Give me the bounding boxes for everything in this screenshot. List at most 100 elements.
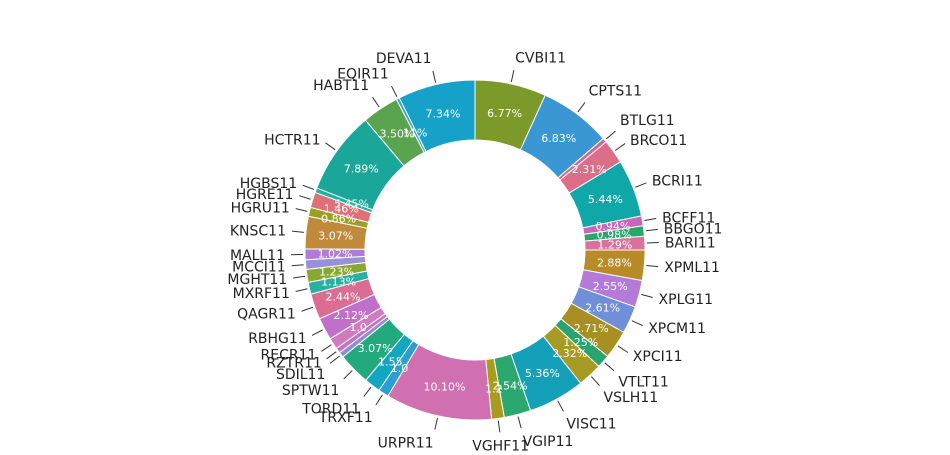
leader-line-rztr11 [326, 351, 337, 360]
percent-label-xpci11: 2.71% [574, 322, 609, 335]
leader-line-vghf11 [497, 420, 501, 433]
leader-line-vgip11 [517, 416, 522, 429]
leader-line-mxrf11 [295, 288, 308, 292]
percent-label-visc11: 5.36% [525, 367, 560, 380]
percent-label-qagr11: 2.44% [326, 291, 361, 304]
category-label-bari11: BARI11 [665, 235, 716, 251]
percent-label-vtlt11: 1.25% [563, 336, 598, 349]
leader-line-hgru11 [295, 208, 308, 212]
leader-line-hgre11 [299, 195, 311, 200]
percent-label-hgre11: 1.46% [324, 203, 359, 216]
percent-label-bari11: 1.29% [597, 238, 632, 251]
category-label-vgip11: VGIP11 [523, 434, 574, 450]
category-label-rztr11: RZTR11 [266, 355, 321, 371]
percent-label-brco11: 2.31% [572, 163, 607, 176]
category-label-deva11: DEVA11 [376, 51, 432, 67]
leader-line-cvbi11 [510, 70, 515, 82]
percent-label-vghf11: 1.2 [485, 383, 503, 396]
category-label-habt11: HABT11 [313, 78, 369, 94]
category-label-bbgo11: BBGO11 [664, 222, 723, 238]
category-label-cvbi11: CVBI11 [515, 50, 566, 66]
percent-label-xpcm11: 2.61% [585, 302, 620, 315]
slice-deva11 [398, 79, 476, 153]
leader-line-deva11 [432, 70, 437, 83]
percent-label-rbhg11: 2.12% [334, 309, 369, 322]
leader-line-xpcm11 [631, 320, 643, 327]
leader-line-habt11 [372, 96, 380, 108]
leader-line-xplg11 [641, 293, 653, 298]
percent-label-xpml11: 2.88% [597, 257, 632, 270]
category-label-rbhg11: RBHG11 [248, 331, 307, 347]
category-label-qagr11: QAGR11 [237, 306, 296, 322]
leader-line-vslh11 [591, 376, 600, 386]
leader-line-recr11 [321, 344, 332, 352]
leader-line-sdil11 [329, 355, 340, 364]
slices-group [304, 79, 646, 421]
leader-lines-group [291, 70, 659, 433]
category-label-hgre11: HGRE11 [236, 187, 294, 203]
category-label-eqir11: EQIR11 [337, 67, 389, 83]
category-label-brco11: BRCO11 [630, 133, 687, 149]
category-label-xpci11: XPCI11 [633, 349, 683, 365]
leader-line-eqir11 [391, 85, 398, 97]
leader-line-trxf11 [375, 394, 383, 406]
category-label-knsc11: KNSC11 [230, 223, 286, 239]
category-label-mcci11: MCCI11 [232, 259, 286, 275]
category-label-hgbs11: HGBS11 [240, 176, 297, 192]
category-labels-group: CVBI11 CPTS11 BTLG11 BRCO11 BCRI11 BCFF11BBGO… [227, 50, 722, 454]
leader-line-hgbs11 [302, 184, 315, 190]
category-label-mxrf11: MXRF11 [233, 286, 290, 302]
leader-line-cpts11 [577, 102, 586, 113]
leader-line-bbgo11 [645, 228, 658, 232]
leader-line-rbhg11 [311, 329, 323, 336]
percent-label-cvbi11: 6.77% [487, 107, 522, 120]
percent-label-bcff11: 0.94% [595, 220, 630, 233]
percent-label-deva11: 7.34% [425, 108, 460, 121]
percent-label-cpts11: 6.83% [541, 132, 576, 145]
category-label-xpcm11: XPCM11 [648, 321, 706, 337]
percent-label-sptw11: 3.07% [358, 342, 393, 355]
category-label-xplg11: XPLG11 [659, 292, 714, 308]
percent-label-bcri11: 5.44% [588, 193, 623, 206]
category-label-vghf11: VGHF11 [472, 438, 529, 454]
category-label-mght11: MGHT11 [227, 272, 287, 288]
category-label-vtlt11: VTLT11 [618, 375, 668, 391]
category-label-vslh11: VSLH11 [604, 390, 659, 406]
percent-label-xplg11: 2.55% [593, 280, 628, 293]
category-label-btlg11: BTLG11 [620, 113, 675, 129]
category-label-hgru11: HGRU11 [231, 200, 290, 216]
leader-line-urpr11 [434, 417, 438, 430]
percent-label-hgru11: 0.86% [321, 213, 356, 226]
percent-label-vgip11: 2.54% [493, 380, 528, 393]
category-label-xpml11: XPML11 [664, 260, 720, 276]
category-label-recr11: RECR11 [261, 348, 317, 364]
category-label-bcff11: BCFF11 [662, 210, 715, 226]
leader-line-mcci11 [291, 264, 304, 267]
percent-label-hctr11: 7.89% [344, 162, 379, 175]
category-label-sdil11: SDIL11 [276, 367, 325, 383]
category-label-cpts11: CPTS11 [589, 84, 642, 100]
leader-line-btlg11 [605, 130, 616, 140]
category-label-trxf11: TRXF11 [318, 410, 373, 426]
percent-label-mall11: 1.02% [318, 248, 353, 261]
leader-line-brco11 [615, 143, 626, 151]
category-label-mall11: MALL11 [230, 248, 285, 264]
percent-label-tord11: 1.55 [378, 356, 403, 369]
percent-label-urpr11: 10.10% [423, 381, 465, 394]
percent-label-mght11: 1.23% [319, 265, 354, 278]
leader-line-vtlt11 [604, 362, 615, 372]
category-label-hctr11: HCTR11 [264, 132, 320, 148]
category-label-visc11: VISC11 [566, 417, 616, 433]
leader-line-bcri11 [634, 182, 647, 188]
percent-label-vslh11: 2.32% [552, 347, 587, 360]
leader-line-visc11 [557, 400, 564, 412]
percent-label-recr11: 1.0 [349, 321, 367, 334]
leader-line-xpml11 [646, 265, 659, 268]
leader-line-xpci11 [617, 345, 629, 353]
percent-label-knsc11: 3.07% [318, 230, 353, 243]
percent-label-trxf11: 1.0 [391, 362, 409, 375]
category-label-bcri11: BCRI11 [652, 174, 703, 190]
leader-line-tord11 [363, 386, 372, 397]
